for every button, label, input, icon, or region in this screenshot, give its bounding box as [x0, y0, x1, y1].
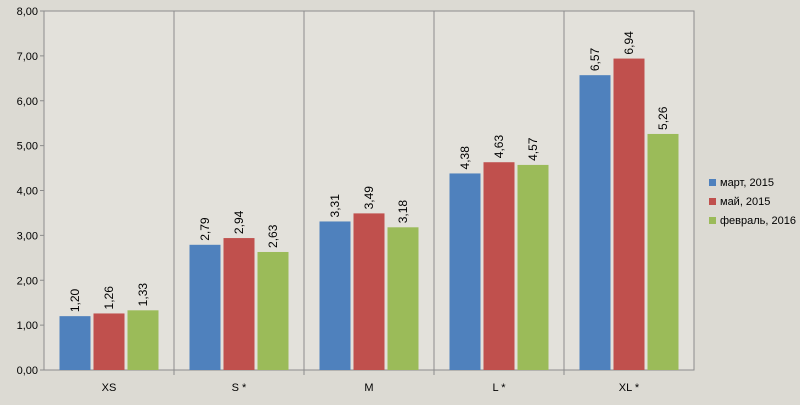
legend-label: март, 2015	[720, 177, 774, 189]
data-label: 6,57	[588, 47, 602, 71]
bar	[517, 164, 549, 370]
data-label: 3,31	[328, 194, 342, 218]
y-tick-label: 0,00	[17, 365, 38, 377]
legend: март, 2015 май, 2015 февраль, 2016	[709, 177, 796, 227]
bar	[449, 173, 481, 370]
y-tick-label: 8,00	[17, 6, 38, 18]
bar	[223, 238, 255, 370]
y-tick-label: 5,00	[17, 141, 38, 153]
bar	[127, 310, 159, 370]
y-tick-label: 6,00	[17, 96, 38, 108]
y-tick-label: 2,00	[17, 275, 38, 287]
data-label: 1,33	[136, 283, 150, 307]
y-axis: 0,00 1,00 2,00 3,00 4,00 5,00 6,00 7,00 8,00	[17, 6, 44, 377]
data-label: 6,94	[622, 31, 636, 55]
bar	[579, 75, 611, 370]
bar	[93, 313, 125, 370]
x-tick-label: S *	[232, 382, 247, 394]
bar	[319, 221, 351, 370]
x-tick-label: M	[364, 382, 373, 394]
data-label: 1,20	[68, 288, 82, 312]
bar	[387, 227, 419, 370]
data-label: 4,57	[526, 137, 540, 161]
bar	[59, 316, 91, 370]
bar	[353, 213, 385, 370]
bar	[257, 251, 289, 370]
data-label: 1,26	[102, 286, 116, 310]
legend-label: февраль, 2016	[720, 215, 796, 227]
data-label: 3,18	[396, 200, 410, 224]
data-label: 2,79	[198, 217, 212, 241]
legend-swatch	[709, 217, 716, 224]
y-tick-label: 7,00	[17, 51, 38, 63]
y-tick-label: 3,00	[17, 230, 38, 242]
x-tick-label: L *	[492, 382, 506, 394]
category-gridlines	[173, 11, 565, 375]
data-labels: 1,20 2,79 3,31 4,38 6,57 1,26 2,94 3,49 4,63 6,94…	[68, 31, 670, 312]
data-label: 4,38	[458, 146, 472, 170]
x-axis: XS S * M L * XL *	[102, 382, 640, 394]
bars	[59, 58, 679, 370]
data-label: 3,49	[362, 186, 376, 210]
data-label: 2,63	[266, 224, 280, 248]
data-label: 4,63	[492, 135, 506, 159]
bar	[483, 162, 515, 370]
legend-label: май, 2015	[720, 196, 770, 208]
data-label: 5,26	[656, 106, 670, 130]
bar	[613, 58, 645, 370]
bar	[647, 133, 679, 370]
legend-swatch	[709, 179, 716, 186]
bar	[189, 244, 221, 370]
y-tick-label: 4,00	[17, 186, 38, 198]
legend-swatch	[709, 198, 716, 205]
y-tick-label: 1,00	[17, 320, 38, 332]
x-tick-label: XL *	[619, 382, 640, 394]
x-tick-label: XS	[102, 382, 117, 394]
data-label: 2,94	[232, 210, 246, 234]
